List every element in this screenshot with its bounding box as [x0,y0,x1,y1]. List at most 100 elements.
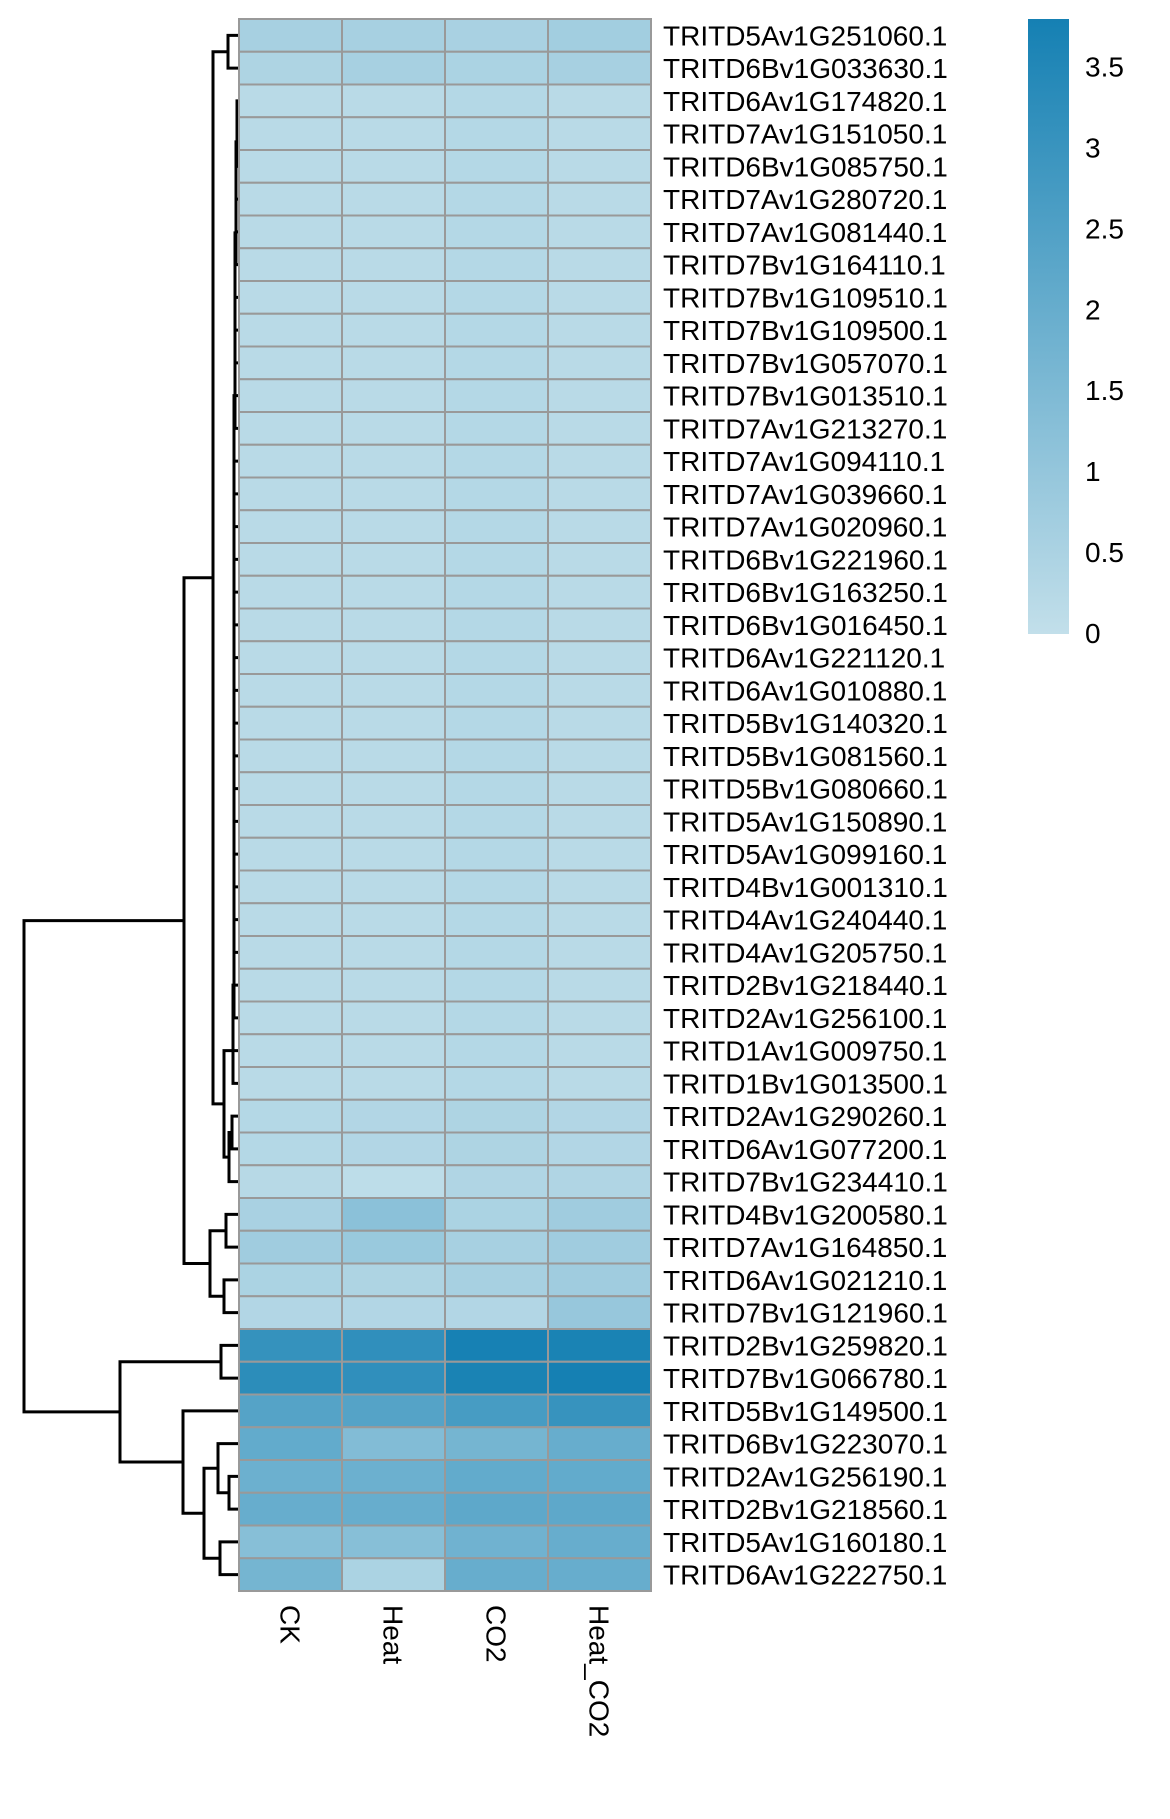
heatmap-cell [547,1098,652,1134]
row-label: TRITD7Bv1G066780.1 [663,1363,948,1394]
heatmap-cell [444,1262,549,1298]
heatmap-cell [341,247,446,282]
heatmap-cell [547,312,652,348]
heatmap-cell [547,1197,652,1232]
heatmap-cell [341,1000,446,1036]
heatmap-cell [444,1459,549,1494]
heatmap-cell [547,640,652,675]
colorbar-gradient [1028,19,1069,634]
heatmap-cell [341,1491,446,1527]
heatmap-cell [341,705,446,741]
heatmap-cells [238,18,652,1592]
heatmap-cell [444,1164,549,1199]
heatmap-cell [238,869,343,905]
row-label: TRITD7Bv1G164110.1 [663,250,946,281]
heatmap-cell [547,411,652,446]
row-labels: TRITD5Av1G251060.1TRITD6Bv1G033630.1TRIT… [663,20,948,1590]
dendrogram-branch [22,919,184,1414]
heatmap-cell [547,1295,652,1330]
heatmap-cell [341,1393,446,1429]
heatmap-cell [547,1131,652,1167]
row-label: TRITD4Bv1G200580.1 [663,1199,948,1230]
colorbar-tick-label: 1.5 [1085,375,1124,406]
colorbar-legend: 3.5 3 2.5 2 1.5 1 0.5 0 [1028,19,1124,649]
dendrogram-branch [233,231,239,299]
heatmap-cell [238,83,343,119]
heatmap-cell [444,1098,549,1134]
heatmap-cell [341,345,446,381]
heatmap-cell [547,443,652,479]
heatmap-cell [547,280,652,315]
colorbar-tick-label: 2.5 [1085,213,1124,244]
heatmap-cell [238,1459,343,1494]
heatmap-cell [444,116,549,151]
heatmap-cell [444,640,549,675]
dendrogram-branch [230,1114,239,1151]
heatmap-cell [547,869,652,905]
heatmap-cell [341,1098,446,1134]
row-label: TRITD6Av1G010880.1 [663,675,947,706]
heatmap-cell [444,804,549,839]
heatmap-cell [238,771,343,806]
heatmap-cell [341,640,446,675]
heatmap-cell [547,476,652,512]
heatmap-cell [341,476,446,512]
heatmap-cell [547,50,652,86]
heatmap-cell [341,1197,446,1232]
heatmap-cell [444,247,549,282]
heatmap-cell [547,1000,652,1036]
dendrogram-branch [181,1409,239,1515]
heatmap-cell [341,738,446,774]
heatmap-cell [238,1098,343,1134]
heatmap-cell [341,804,446,839]
heatmap-cell [341,935,446,970]
heatmap-cell [341,181,446,217]
heatmap-cell [547,967,652,1003]
heatmap-cell [341,1262,446,1298]
heatmap-cell [444,967,549,1003]
heatmap-cell [444,1393,549,1429]
row-label: TRITD7Bv1G013510.1 [663,381,948,412]
heatmap-cell [341,83,446,119]
row-label: TRITD6Av1G222750.1 [663,1560,947,1591]
dendrogram-branch [227,1474,239,1511]
dendrogram-branch [224,1212,239,1249]
heatmap-cell [238,935,343,970]
heatmap-cell [444,1557,549,1592]
row-label: TRITD6Bv1G016450.1 [663,610,948,641]
heatmap-cell [444,705,549,741]
heatmap-cell [547,542,652,577]
heatmap-cell [444,345,549,381]
heatmap-cell [547,1033,652,1068]
heatmap-cell [238,1393,343,1429]
heatmap-cell [341,771,446,806]
row-label: TRITD7Av1G039660.1 [663,479,947,510]
heatmap-cell [444,1491,549,1527]
heatmap-cell [238,280,343,315]
heatmap-cell [341,214,446,250]
heatmap-cell [238,18,343,53]
heatmap-cell [238,1328,343,1363]
heatmap-cell [444,83,549,119]
heatmap-cell [238,542,343,577]
heatmap-cell [444,1295,549,1330]
heatmap-cell [444,476,549,512]
row-label: TRITD1Av1G009750.1 [663,1036,947,1067]
heatmap-cell [238,607,343,643]
heatmap-cell [341,50,446,86]
heatmap-cell [341,1360,446,1396]
heatmap-cell [238,1164,343,1199]
row-label: TRITD7Av1G020960.1 [663,512,947,543]
heatmap-cell [547,1393,652,1429]
heatmap-cell [341,869,446,905]
heatmap-cell [341,673,446,708]
heatmap-cell [547,1229,652,1265]
heatmap-cell [444,607,549,643]
heatmap-cell [238,181,343,217]
heatmap-cell [341,1229,446,1265]
heatmap-cell [341,1066,446,1101]
heatmap-cell [547,83,652,119]
row-label: TRITD6Bv1G163250.1 [663,577,948,608]
heatmap-cell [341,411,446,446]
